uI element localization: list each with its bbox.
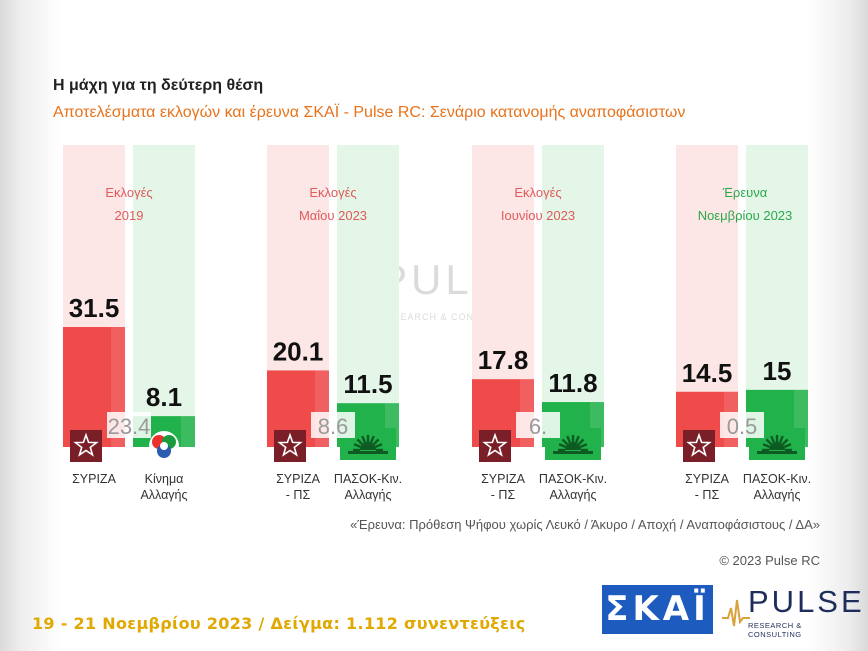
period-label-line2: Νοεμβρίου 2023 — [698, 208, 793, 223]
pasok-icon-ray — [579, 443, 588, 449]
syriza-star-icon — [274, 430, 306, 462]
difference-label: 8.6 — [318, 414, 349, 439]
party-label: ΣΥΡΙΖΑ — [276, 472, 321, 486]
party-label: ΠΑΣΟΚ-Κιν. — [539, 472, 607, 486]
bar-value-label: 14.5 — [682, 358, 733, 388]
bar-highlight — [181, 416, 195, 447]
difference-box — [107, 412, 151, 438]
period-label-line2: 2019 — [115, 208, 144, 223]
pulse-wave-logo-icon — [722, 599, 750, 627]
watermark-subtext: RESEARCH & CONSULTING — [379, 312, 520, 322]
difference-label: 0.5 — [727, 414, 758, 439]
party-label: ΣΥΡΙΖΑ — [72, 472, 117, 486]
bar-value-label: 8.1 — [146, 382, 182, 412]
pasok-icon-sun — [769, 442, 785, 450]
chart-subtitle: Αποτελέσματα εκλογών και έρευνα ΣΚΑΪ - P… — [53, 104, 686, 121]
party-label: ΣΥΡΙΖΑ — [685, 472, 730, 486]
period-label: Έρευνα — [722, 185, 768, 200]
pasok-icon-ray — [778, 435, 784, 444]
period-label: Εκλογές — [309, 185, 356, 200]
party-label: Αλλαγής — [344, 488, 391, 502]
pasok-icon-ray — [558, 443, 567, 449]
party-label: ΠΑΣΟΚ-Κιν. — [334, 472, 402, 486]
pasok-icon-ray — [574, 435, 580, 444]
party-label: Αλλαγής — [549, 488, 596, 502]
bar-value-label: 20.1 — [273, 336, 324, 366]
pasok-icon-ray — [770, 435, 776, 444]
pasok-icon-ray — [783, 443, 792, 449]
pasok-icon-ray — [372, 438, 380, 446]
syriza-icon-star — [686, 432, 712, 457]
pasok-sun-icon — [545, 428, 601, 460]
pasok-icon-sun — [360, 442, 376, 450]
pulse-logo: PULSE RESEARCH & CONSULTING — [722, 584, 862, 639]
difference-box — [720, 412, 764, 438]
pasok-icon-ray — [374, 443, 383, 449]
pasok-icon-ray — [577, 438, 585, 446]
party-label: Αλλαγής — [753, 488, 800, 502]
pasok-icon-ground — [553, 451, 593, 454]
bar-background-pasok — [133, 145, 195, 447]
period-label: Εκλογές — [105, 185, 152, 200]
party-label: ΣΥΡΙΖΑ — [481, 472, 526, 486]
pulse-logo-subtext: RESEARCH & CONSULTING — [748, 621, 802, 639]
syriza-star-icon — [479, 430, 511, 462]
party-label: - ΠΣ — [491, 488, 516, 502]
pulse-logo-text: PULSE — [748, 584, 865, 619]
period-label-line2: Ιουνίου 2023 — [501, 208, 575, 223]
difference-label: 6. — [529, 414, 547, 439]
bar-value-label: 15 — [763, 356, 792, 386]
period-label: Εκλογές — [514, 185, 561, 200]
pasok-icon-ground — [348, 451, 388, 454]
kinima-allagis-icon — [149, 431, 179, 461]
bar-background-pasok — [337, 145, 399, 447]
pasok-icon-ray — [561, 438, 569, 446]
date-sample-info: 19 - 21 Νοεμβρίου 2023 / Δείγμα: 1.112 σ… — [32, 614, 526, 633]
pasok-icon-ray — [353, 443, 362, 449]
pasok-icon-sun — [565, 442, 581, 450]
copyright: © 2023 Pulse RC — [719, 553, 820, 568]
chart-title: Η μάχη για τη δεύτερη θέση — [53, 77, 264, 94]
pasok-icon-ray — [566, 435, 572, 444]
syriza-star-icon — [70, 430, 102, 462]
pasok-icon-ray — [356, 438, 364, 446]
syriza-icon-star — [73, 432, 99, 457]
pasok-icon-ray — [361, 435, 367, 444]
bar-value-label: 17.8 — [478, 345, 529, 375]
syriza-star-icon — [683, 430, 715, 462]
period-label-line2: Μαΐου 2023 — [299, 208, 367, 223]
difference-box — [516, 412, 560, 438]
bar-value-label: 31.5 — [69, 293, 120, 323]
bar-value-label: 11.8 — [548, 368, 597, 398]
pasok-sun-icon — [749, 428, 805, 460]
pasok-icon-ray — [762, 443, 771, 449]
pasok-icon-ray — [369, 435, 375, 444]
party-label: ΠΑΣΟΚ-Κιν. — [743, 472, 811, 486]
pasok-icon-ray — [781, 438, 789, 446]
party-label: - ΠΣ — [695, 488, 720, 502]
syriza-icon-star — [482, 432, 508, 457]
party-label: Αλλαγής — [140, 488, 187, 502]
party-label: Κίνημα — [145, 472, 184, 486]
syriza-icon-star — [277, 432, 303, 457]
bar-value-label: 11.5 — [343, 369, 392, 399]
difference-box — [311, 412, 355, 438]
party-label: - ΠΣ — [286, 488, 311, 502]
difference-label: 23.4 — [108, 414, 151, 439]
pasok-icon-ground — [757, 451, 797, 454]
survey-note: «Έρευνα: Πρόθεση Ψήφου χωρίς Λευκό / Άκυ… — [350, 517, 820, 532]
skai-logo: ΣΚΑΪ — [602, 585, 713, 634]
kinal-icon-center — [160, 442, 168, 450]
bar-background-pasok — [542, 145, 604, 447]
pasok-icon-ray — [765, 438, 773, 446]
